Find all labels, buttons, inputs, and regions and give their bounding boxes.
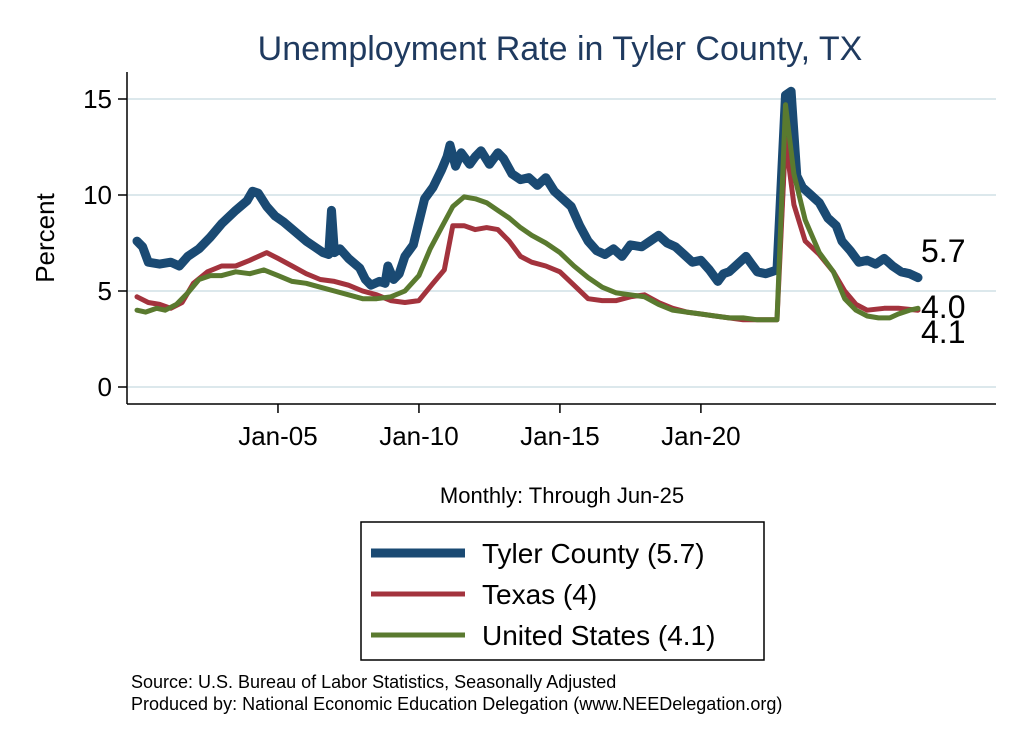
- y-tick-label: 10: [83, 180, 112, 210]
- x-tick-label: Jan-15: [520, 421, 600, 451]
- source-note: Source: U.S. Bureau of Labor Statistics,…: [131, 672, 616, 692]
- legend: Tyler County (5.7) Texas (4) United States…: [360, 521, 765, 661]
- end-value-label: 4.1: [921, 314, 965, 350]
- x-tick-layer: Jan-05 Jan-10 Jan-15 Jan-20: [238, 404, 741, 451]
- y-axis-label: Percent: [30, 192, 60, 282]
- y-tick-label: 5: [98, 276, 112, 306]
- producer-note: Produced by: National Economic Education…: [131, 694, 782, 714]
- legend-label: Texas (4): [482, 579, 597, 610]
- x-tick-label: Jan-05: [238, 421, 318, 451]
- x-tick-label: Jan-20: [661, 421, 741, 451]
- series-layer: [132, 86, 923, 323]
- legend-entries: Tyler County (5.7) Texas (4) United States…: [371, 538, 715, 651]
- y-tick-layer: 0 5 10 15: [83, 84, 127, 402]
- end-value-label: 5.7: [921, 233, 965, 269]
- series-line-tyler-county: [132, 86, 923, 290]
- chart-title: Unemployment Rate in Tyler County, TX: [258, 30, 863, 68]
- y-tick-label: 15: [83, 84, 112, 114]
- end-value-label: 4.0: [921, 289, 965, 325]
- x-tick-label: Jan-10: [379, 421, 459, 451]
- y-tick-label: 0: [98, 372, 112, 402]
- series-line-texas: [134, 136, 921, 323]
- end-label-layer: 5.7 4.04.1: [921, 233, 965, 350]
- legend-label: United States (4.1): [482, 620, 715, 651]
- x-axis-label: Monthly: Through Jun-25: [440, 483, 684, 508]
- series-line-united-states: [134, 102, 921, 323]
- legend-label: Tyler County (5.7): [482, 538, 705, 569]
